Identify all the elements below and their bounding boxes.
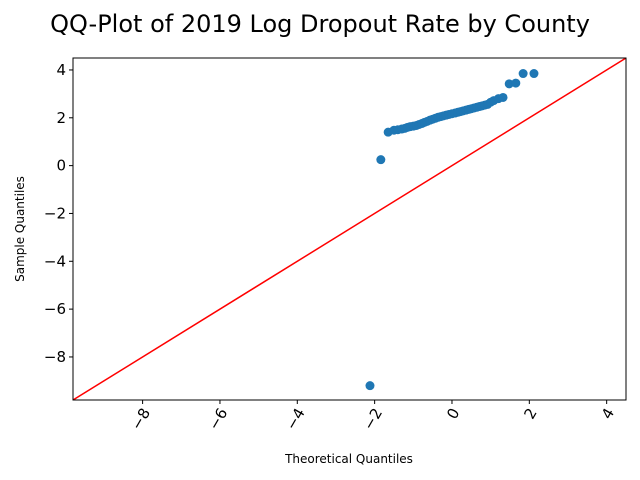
- data-point-1: [376, 155, 386, 165]
- x-axis: −8 −6 −4 −2 0 2 4: [127, 400, 618, 433]
- x-axis-label: Theoretical Quantiles: [284, 452, 413, 466]
- data-point-44: [529, 69, 539, 79]
- reference-line-layer: [73, 58, 626, 400]
- y-axis-label: Sample Quantiles: [13, 176, 27, 282]
- x-tick-label: −8: [127, 405, 154, 433]
- points-layer: [365, 69, 539, 391]
- y-tick-label: −8: [44, 348, 66, 366]
- chart-title: QQ-Plot of 2019 Log Dropout Rate by Coun…: [50, 10, 590, 38]
- reference-line: [73, 58, 626, 400]
- x-tick-label: −6: [205, 405, 232, 433]
- x-tick-label: −4: [282, 405, 309, 433]
- x-tick-label: 4: [598, 405, 618, 422]
- data-point-43: [518, 69, 528, 79]
- data-point-40: [498, 92, 508, 102]
- y-tick-label: 4: [56, 61, 66, 79]
- x-tick-label: −2: [359, 405, 386, 433]
- y-tick-label: −2: [44, 204, 66, 222]
- y-tick-label: 2: [56, 109, 66, 127]
- data-point-42: [511, 78, 521, 88]
- y-axis: 4 2 0 −2 −4 −6 −8: [44, 61, 73, 366]
- x-tick-label: 0: [443, 405, 463, 422]
- data-point-41: [504, 79, 514, 89]
- data-point-0: [365, 381, 375, 391]
- y-tick-label: 0: [56, 157, 66, 175]
- y-tick-label: −6: [44, 300, 66, 318]
- y-tick-label: −4: [44, 252, 66, 270]
- x-tick-label: 2: [520, 405, 540, 422]
- plot-frame: [72, 57, 627, 401]
